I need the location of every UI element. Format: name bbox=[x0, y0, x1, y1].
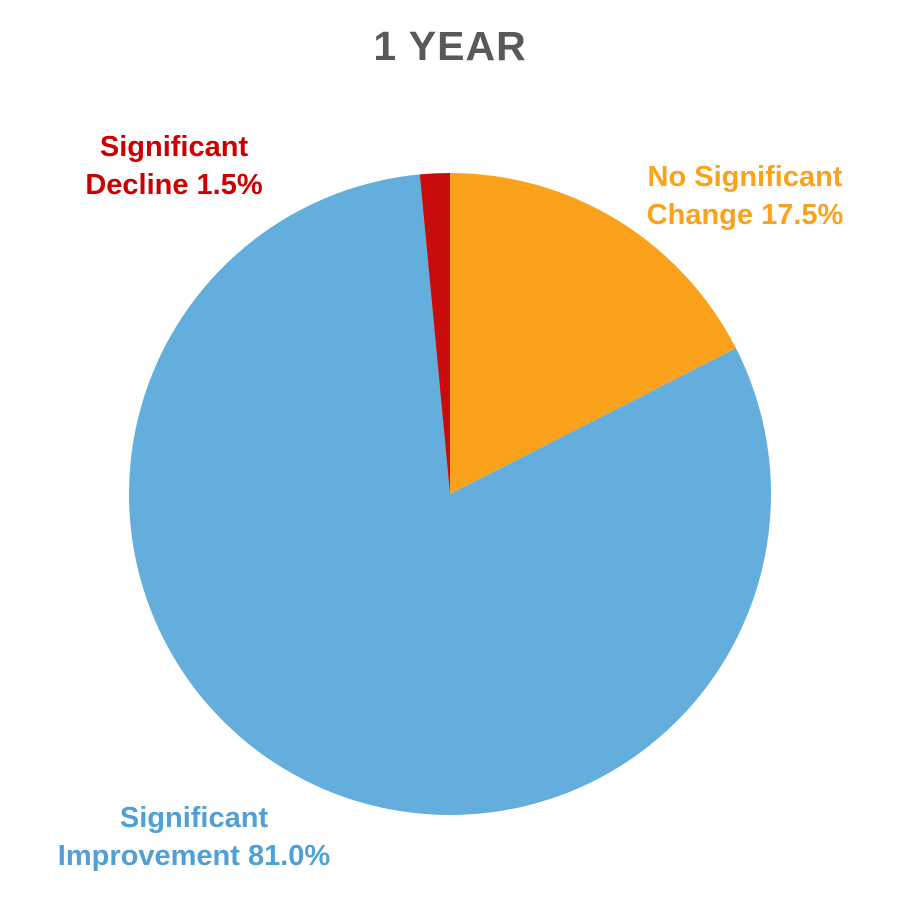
pie-slice-significant-decline bbox=[419, 173, 450, 494]
chart-title: 1 YEAR bbox=[373, 23, 527, 69]
slice-label-no-significant-change: No Significant Change 17.5% bbox=[620, 158, 870, 234]
pie-slice-no-significant-change bbox=[450, 173, 737, 494]
slice-label-significant-decline: Significant Decline 1.5% bbox=[48, 128, 300, 204]
slice-label-line: Significant bbox=[99, 131, 249, 163]
slice-label-line: Improvement 81.0% bbox=[57, 840, 331, 872]
slice-label-line: No Significant bbox=[647, 161, 843, 193]
slice-label-line: Change 17.5% bbox=[646, 199, 844, 231]
slice-label-significant-improvement: Significant Improvement 81.0% bbox=[44, 799, 344, 875]
pie-slice-significant-improvement bbox=[128, 174, 771, 815]
slice-label-line: Significant bbox=[119, 802, 269, 834]
slice-label-line: Decline 1.5% bbox=[85, 169, 263, 201]
